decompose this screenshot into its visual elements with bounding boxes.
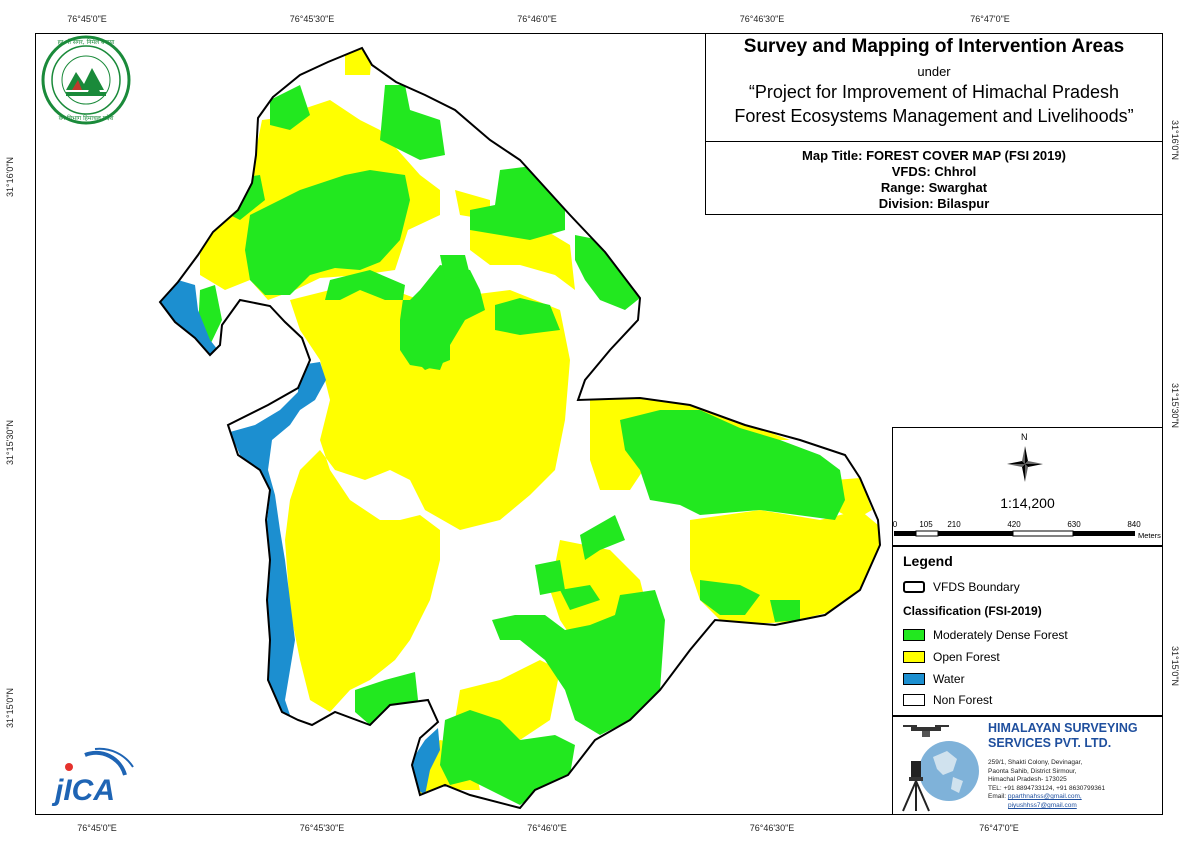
open-label: Open Forest (933, 650, 1000, 664)
water-swatch (903, 673, 925, 685)
scale-tick-420: 420 (1007, 520, 1021, 529)
water-label: Water (933, 672, 965, 686)
vfds-name: VFDS: Chhrol (891, 164, 977, 179)
scale-bar (894, 530, 1135, 537)
address-line3: Himachal Pradesh- 173025 (988, 776, 1067, 784)
company-address: 259/1, Shakti Colony, Devinagar, Paonta … (988, 759, 1105, 811)
map-frame (35, 33, 1163, 815)
classification-title: Classification (FSI-2019) (903, 604, 1042, 618)
legend-title: Legend (903, 553, 953, 569)
coord-top-3: 76°46'0"E (517, 14, 557, 24)
boundary-swatch (903, 581, 925, 593)
scale-unit: Meters (1138, 531, 1161, 540)
north-arrow-icon (1007, 446, 1043, 482)
coord-left-2: 31°15'30"N (5, 419, 15, 465)
coord-right-1: 31°16'0"N (1170, 120, 1180, 161)
forest-department-logo: हर भी सगर, निर्मल बनाया वन विभाग हिमाचल … (41, 35, 131, 125)
project-line-2: Forest Ecosystems Management and Livelih… (734, 106, 1134, 126)
svg-text:jICA: jICA (51, 774, 115, 807)
coord-bottom-5: 76°47'0"E (979, 823, 1019, 833)
coord-top-1: 76°45'0"E (67, 14, 107, 24)
nonforest-swatch (903, 694, 925, 706)
scale-tick-840: 840 (1127, 520, 1141, 529)
coord-top-5: 76°47'0"E (970, 14, 1010, 24)
open-swatch (903, 651, 925, 663)
title-box: Survey and Mapping of Intervention Areas… (705, 33, 1163, 215)
address-line2: Paonta Sahib, District Sirmour, (988, 767, 1077, 775)
email-label: Email: (988, 793, 1007, 801)
legend-box: Legend VFDS Boundary Classification (FSI… (892, 546, 1163, 716)
map-info: Map Title: FOREST COVER MAP (FSI 2019) V… (706, 148, 1162, 212)
globe-icon (919, 741, 979, 801)
coord-left-1: 31°16'0"N (5, 156, 15, 197)
survey-instrument-icon (902, 761, 930, 812)
scale-tick-630: 630 (1067, 520, 1081, 529)
coord-bottom-4: 76°46'30"E (749, 823, 795, 833)
boundary-label: VFDS Boundary (933, 580, 1020, 594)
svg-text:वन विभाग हिमाचल प्रदेश: वन विभाग हिमाचल प्रदेश (59, 114, 115, 122)
company-box: HIMALAYAN SURVEYING SERVICES PVT. LTD. 2… (892, 716, 1163, 815)
svg-text:हर भी सगर, निर्मल बनाया: हर भी सगर, निर्मल बनाया (58, 38, 115, 46)
address-line1: 259/1, Shakti Colony, Devinagar, (988, 759, 1083, 766)
email-link-2[interactable]: piyushhss7@gmail.com (1008, 801, 1077, 809)
dense-label: Moderately Dense Forest (933, 628, 1068, 642)
drone-icon (903, 725, 949, 737)
jica-logo: jICA (51, 747, 134, 807)
range-name: Range: Swarghat (880, 180, 988, 195)
coord-top-4: 76°46'30"E (739, 14, 785, 24)
title-header: Survey and Mapping of Intervention Areas… (706, 34, 1162, 142)
scale-tick-210: 210 (947, 520, 961, 529)
coord-bottom-2: 76°45'30"E (299, 823, 345, 833)
title-main: Survey and Mapping of Intervention Areas (743, 36, 1125, 57)
coord-left-3: 31°15'0"N (5, 687, 15, 728)
map-title: Map Title: FOREST COVER MAP (FSI 2019) (802, 148, 1066, 163)
scale-tick-105: 105 (919, 520, 933, 529)
nonforest-label: Non Forest (933, 693, 993, 707)
company-logo (902, 725, 979, 812)
project-line-1: “Project for Improvement of Himachal Pra… (748, 82, 1120, 102)
company-name-line1: HIMALAYAN SURVEYING (988, 721, 1138, 735)
coord-bottom-3: 76°46'0"E (527, 823, 567, 833)
division-name: Division: Bilaspur (878, 196, 990, 211)
company-name: HIMALAYAN SURVEYING SERVICES PVT. LTD. (988, 721, 1138, 751)
coord-right-2: 31°15'30"N (1170, 383, 1180, 429)
scale-tick-0: 0 (892, 520, 898, 529)
scale-ratio: 1:14,200 (1000, 495, 1055, 511)
vfds-boundary (158, 46, 882, 810)
email-link-1[interactable]: pparthnahss@gmail.com, (1007, 793, 1082, 801)
email-row: Email: pparthnahss@gmail.com, (988, 793, 1105, 802)
title-under: under (917, 64, 951, 79)
dense-swatch (903, 629, 925, 641)
north-label: N (1021, 432, 1028, 442)
coord-right-3: 31°15'0"N (1170, 646, 1180, 687)
company-name-line2: SERVICES PVT. LTD. (988, 736, 1112, 750)
telephone: TEL: +91 8894733124, +91 8630799361 (988, 784, 1106, 792)
coord-top-2: 76°45'30"E (289, 14, 335, 24)
scale-box: N 1:14,200 0 105 210 420 630 840 Meters (892, 427, 1163, 546)
coord-bottom-1: 76°45'0"E (77, 823, 117, 833)
